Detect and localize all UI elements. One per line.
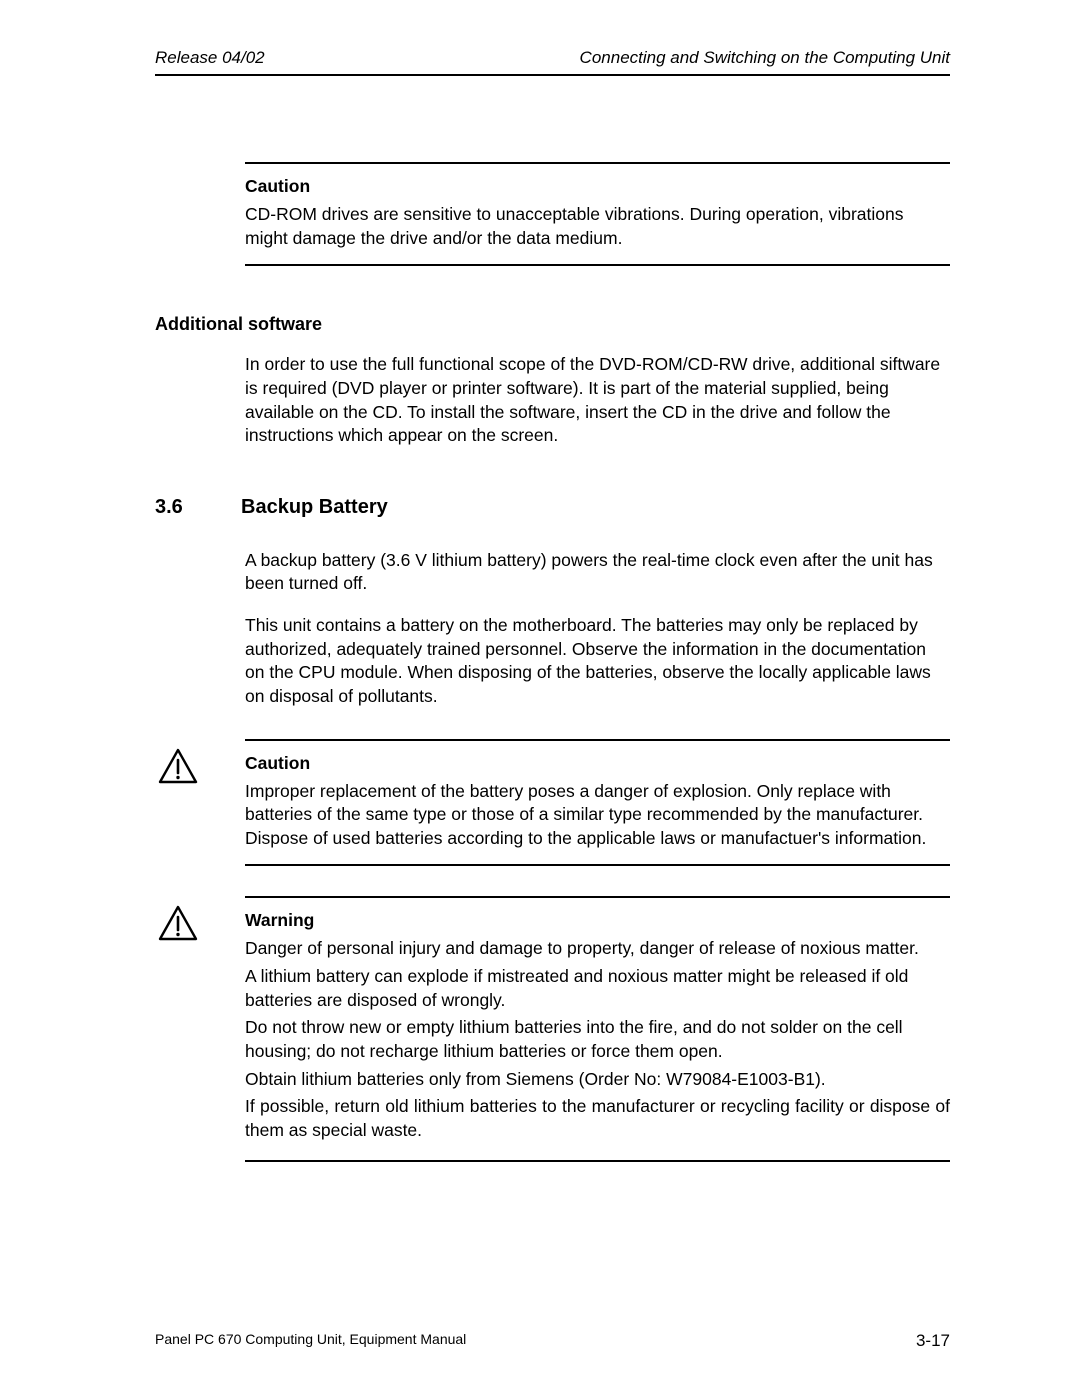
subsection-body: In order to use the full functional scop… xyxy=(245,353,950,448)
warning-paragraph: A lithium battery can explode if mistrea… xyxy=(245,965,950,1012)
warning-body: Danger of personal injury and damage to … xyxy=(245,937,950,1142)
warning-triangle-icon xyxy=(157,904,199,942)
header-left: Release 04/02 xyxy=(155,48,265,68)
section-paragraph: A backup battery (3.6 V lithium battery)… xyxy=(245,549,950,596)
warning-heading: Warning xyxy=(245,910,950,931)
subsection-additional-software: Additional software In order to use the … xyxy=(155,314,950,448)
footer-page-number: 3-17 xyxy=(916,1331,950,1351)
footer-left: Panel PC 670 Computing Unit, Equipment M… xyxy=(155,1331,466,1351)
page-footer: Panel PC 670 Computing Unit, Equipment M… xyxy=(155,1331,950,1351)
page-header: Release 04/02 Connecting and Switching o… xyxy=(155,48,950,76)
subsection-heading: Additional software xyxy=(155,314,950,335)
header-right: Connecting and Switching on the Computin… xyxy=(580,48,950,68)
section-body: A backup battery (3.6 V lithium battery)… xyxy=(245,549,950,709)
caution-heading: Caution xyxy=(245,753,950,774)
warning-box: Warning Danger of personal injury and da… xyxy=(245,896,950,1162)
section-title: Backup Battery xyxy=(241,496,388,519)
section-paragraph: This unit contains a battery on the moth… xyxy=(245,614,950,709)
caution-box-cdrom: Caution CD-ROM drives are sensitive to u… xyxy=(245,162,950,266)
warning-triangle-icon xyxy=(157,747,199,785)
warning-paragraph: Danger of personal injury and damage to … xyxy=(245,937,950,961)
caution-body: CD-ROM drives are sensitive to unaccepta… xyxy=(245,203,950,250)
caution-heading: Caution xyxy=(245,176,950,197)
warning-paragraph: Obtain lithium batteries only from Sieme… xyxy=(245,1068,950,1092)
section-number: 3.6 xyxy=(155,496,195,519)
section-heading-row: 3.6 Backup Battery xyxy=(155,496,950,519)
warning-paragraph: If possible, return old lithium batterie… xyxy=(245,1095,950,1142)
caution-box-battery: Caution Improper replacement of the batt… xyxy=(245,739,950,867)
warning-paragraph: Do not throw new or empty lithium batter… xyxy=(245,1016,950,1063)
caution-body: Improper replacement of the battery pose… xyxy=(245,780,950,851)
